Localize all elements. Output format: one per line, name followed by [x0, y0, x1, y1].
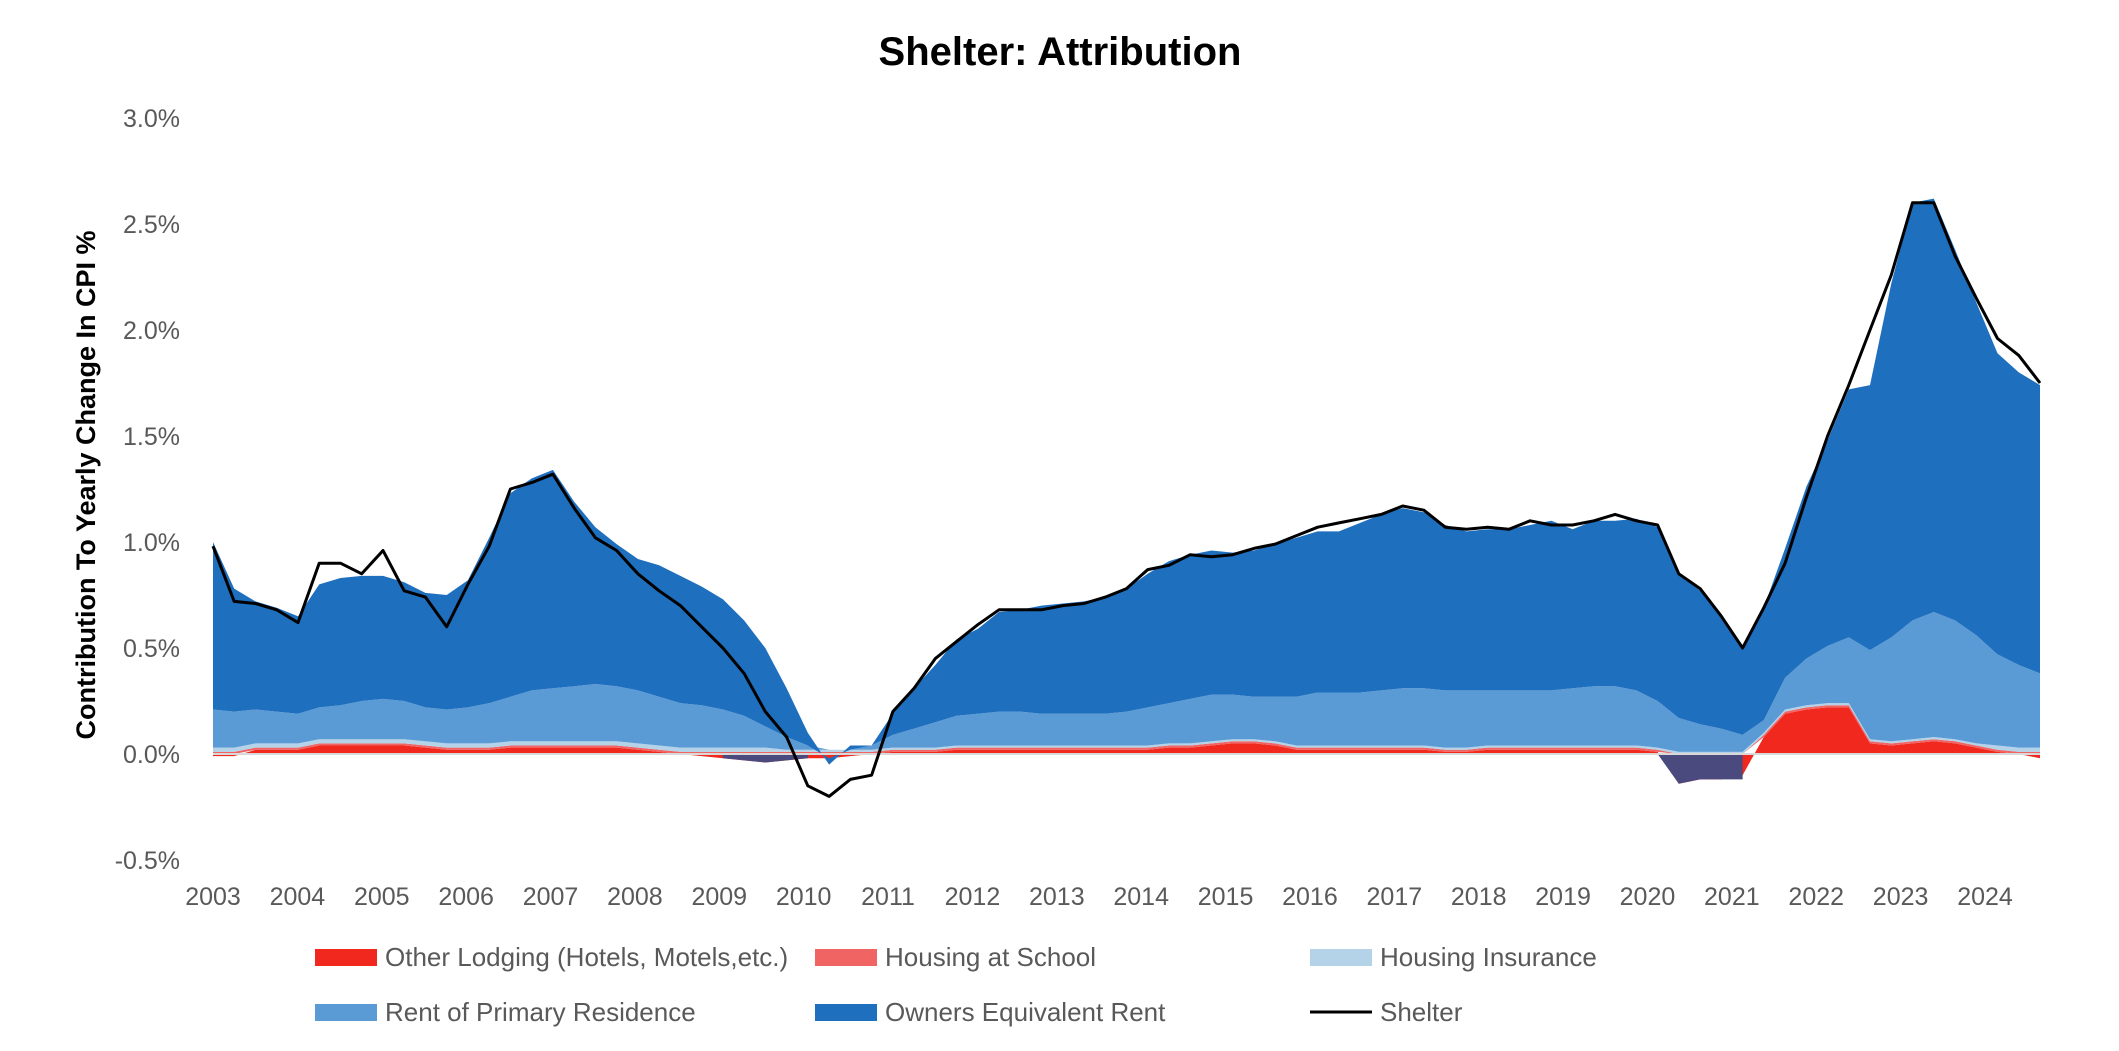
x-tick-label: 2024: [1957, 883, 2013, 911]
legend-swatch-owners-equivalent-rent: [815, 1004, 877, 1021]
stacked-areas: [213, 198, 2040, 784]
x-tick-label: 2007: [523, 883, 579, 911]
chart-title: Shelter: Attribution: [879, 30, 1242, 74]
x-tick-label: 2010: [776, 883, 832, 911]
x-tick-label: 2009: [691, 883, 747, 911]
y-tick-label: 1.0%: [123, 529, 180, 557]
y-axis-label: Contribution To Yearly Change In CPI %: [71, 230, 101, 739]
x-tick-label: 2020: [1620, 883, 1676, 911]
legend-label-owners-equivalent-rent: Owners Equivalent Rent: [885, 997, 1166, 1027]
y-tick-label: 2.0%: [123, 317, 180, 345]
area-owners-equivalent-rent: [213, 198, 2040, 765]
y-tick-label: 0.0%: [123, 741, 180, 769]
y-tick-label: 2.5%: [123, 211, 180, 239]
y-tick-label: 3.0%: [123, 105, 180, 133]
legend: Other Lodging (Hotels, Motels,etc.) Housi…: [315, 942, 1597, 1027]
x-tick-label: 2019: [1535, 883, 1591, 911]
x-tick-label: 2013: [1029, 883, 1085, 911]
legend-swatch-rent-of-primary-residence: [315, 1004, 377, 1021]
legend-label-other-lodging-hotels-motels-etc: Other Lodging (Hotels, Motels,etc.): [385, 942, 788, 972]
y-tick-label: 1.5%: [123, 423, 180, 451]
legend-label-shelter: Shelter: [1380, 997, 1463, 1027]
x-tick-label: 2014: [1113, 883, 1169, 911]
legend-label-housing-at-school: Housing at School: [885, 942, 1096, 972]
x-tick-label: 2012: [945, 883, 1001, 911]
legend-label-housing-insurance: Housing Insurance: [1380, 942, 1597, 972]
x-tick-label: 2015: [1198, 883, 1254, 911]
x-tick-label: 2005: [354, 883, 410, 911]
negative-overlay-areas: [722, 754, 1743, 784]
y-tick-label: -0.5%: [115, 847, 180, 875]
negative-overlay-0: [722, 754, 808, 763]
x-tick-label: 2003: [185, 883, 241, 911]
x-tick-label: 2017: [1367, 883, 1423, 911]
shelter-line: [211, 201, 2042, 798]
x-tick-label: 2023: [1873, 883, 1929, 911]
x-tick-label: 2018: [1451, 883, 1507, 911]
legend-swatch-housing-at-school: [815, 949, 877, 966]
x-axis-ticks: 2003 2004 2005 2006 2007 2008 2009 2010 2011 2012…: [185, 883, 2013, 911]
x-tick-label: 2006: [438, 883, 494, 911]
legend-label-rent-of-primary-residence: Rent of Primary Residence: [385, 997, 696, 1027]
shelter-line-group: [211, 201, 2042, 798]
y-tick-label: 0.5%: [123, 635, 180, 663]
x-tick-label: 2004: [270, 883, 326, 911]
x-tick-label: 2008: [607, 883, 663, 911]
x-tick-label: 2021: [1704, 883, 1760, 911]
area-rent-of-primary-residence: [213, 612, 2040, 752]
negative-overlay-1: [1657, 754, 1743, 784]
y-axis-ticks: 3.0% 2.5% 2.0% 1.5% 1.0% 0.5% 0.0% -0.5%: [115, 105, 180, 875]
legend-swatch-other-lodging-hotels-motels-etc: [315, 949, 377, 966]
x-tick-label: 2022: [1788, 883, 1844, 911]
x-tick-label: 2016: [1282, 883, 1338, 911]
x-tick-label: 2011: [861, 883, 915, 911]
legend-swatch-housing-insurance: [1310, 949, 1372, 966]
